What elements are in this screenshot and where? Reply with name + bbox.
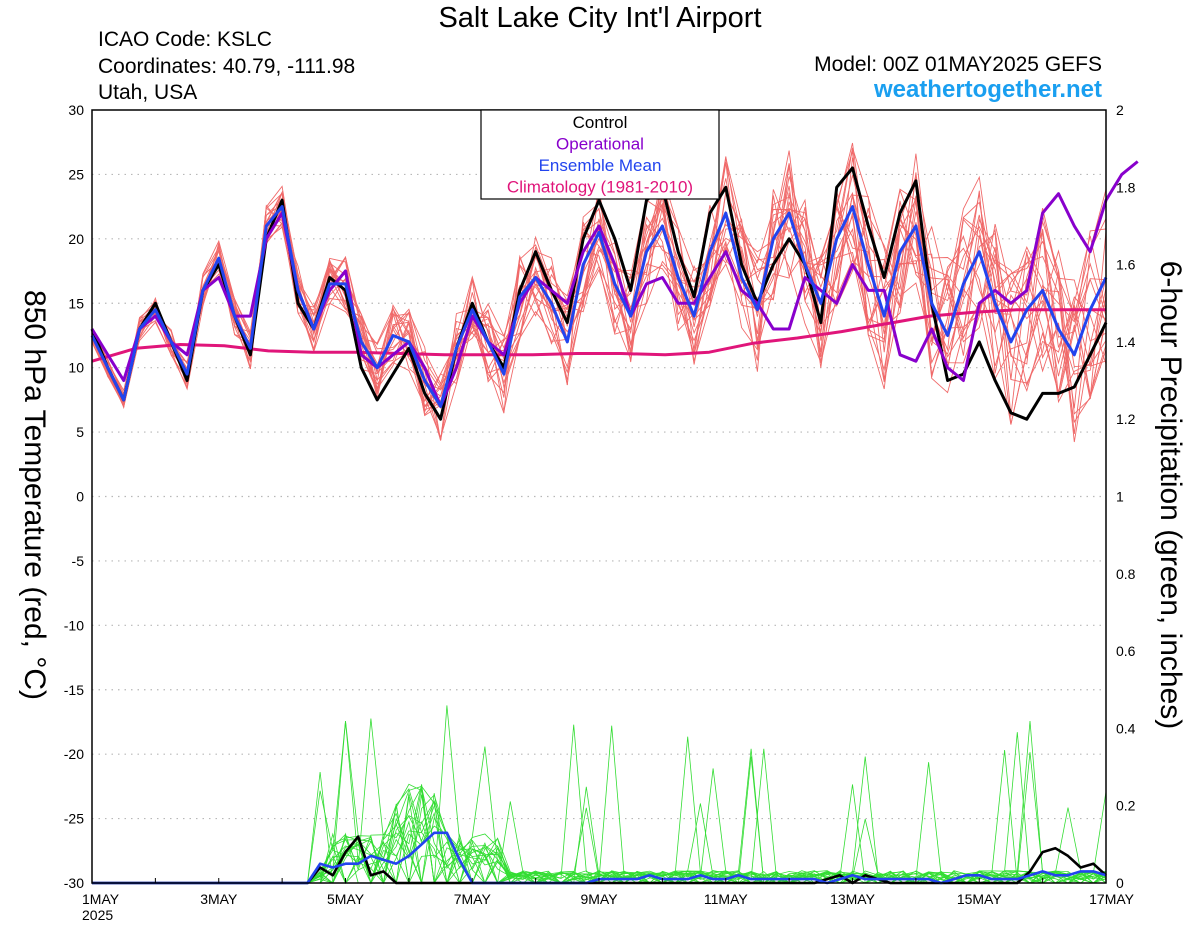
precipitation-member-line [92,786,1107,885]
y-tick-label: 25 [68,166,84,182]
precipitation-member-line [92,793,1107,884]
precipitation-member-line [92,748,1107,884]
x-tick-label: 7MAY [454,891,492,907]
precipitation-member-line [92,720,1107,885]
y2-tick-label: 0 [1116,875,1124,891]
precipitation-member-line [92,762,1107,885]
axes: 302520151050-5-10-15-20-25-3021.81.61.41… [64,102,1136,923]
x-tick-label: 1MAY [82,891,120,907]
legend-box [480,109,720,200]
precipitation-member-line [92,796,1107,885]
y2-tick-label: 1.4 [1116,334,1136,350]
y-tick-label: 10 [68,360,84,376]
y-tick-label: -10 [64,617,84,633]
y2-tick-label: 2 [1116,102,1124,118]
x-tick-label: 15MAY [957,891,1003,907]
legend-item: Control [573,113,628,132]
precipitation-member-line [92,724,1107,884]
y-tick-label: -15 [64,682,84,698]
temperature-member-line [91,188,1107,417]
x-tick-year: 2025 [82,907,113,923]
precipitation-member-line [92,756,1107,884]
y2-tick-label: 0.4 [1116,720,1136,736]
mean-temperature-line [90,205,1108,408]
y-tick-label: 5 [76,424,84,440]
chart-title: Salt Lake City Int'l Airport [438,2,762,34]
grid [92,173,1106,820]
precipitation-member-line [92,788,1107,885]
y-tick-label: 30 [68,102,84,118]
precipitation-member-line [92,725,1107,884]
precipitation-member-line [92,756,1107,884]
x-tick-label: 9MAY [580,891,618,907]
x-tick-label: 11MAY [704,891,748,907]
precipitation-member-line [92,746,1107,885]
y-tick-label: -30 [64,875,84,891]
region: Utah, USA [98,81,198,104]
x-tick-label: 13MAY [830,891,876,907]
ensemble-members-precipitation [92,705,1107,885]
y2-tick-label: 0.6 [1116,643,1136,659]
precipitation-member-line [92,736,1107,884]
y2-tick-label: 1.8 [1116,179,1136,195]
legend-item: Operational [556,135,644,154]
legend-item: Climatology (1981-2010) [507,178,693,197]
operational-temperature-line [90,160,1139,408]
y-tick-label: 15 [68,295,84,311]
y-tick-label: 0 [76,489,84,505]
precipitation-member-line [92,748,1107,885]
y-tick-label: 20 [68,231,84,247]
legend-item: Ensemble Mean [539,156,662,175]
site-link[interactable]: weathertogether.net [873,76,1102,103]
y2-tick-label: 0.2 [1116,798,1136,814]
precipitation-member-line [92,721,1107,884]
x-tick-label: 3MAY [200,891,238,907]
y2-tick-label: 1.2 [1116,411,1136,427]
x-tick-label: 5MAY [327,891,365,907]
precipitation-member-line [92,720,1107,885]
coordinates: Coordinates: 40.79, -111.98 [98,55,356,78]
precipitation-member-line [92,771,1107,884]
icao-code: ICAO Code: KSLC [98,28,272,51]
x-tick-label: 17MAY [1089,891,1135,907]
model-run: Model: 00Z 01MAY2025 GEFS [814,53,1102,76]
precipitation-member-line [92,705,1107,884]
y2-tick-label: 1.6 [1116,257,1136,273]
y2-tick-label: 1 [1116,489,1124,505]
precipitation-member-line [92,718,1107,884]
y-tick-label: -25 [64,811,84,827]
y-tick-label: -5 [72,553,85,569]
y-tick-label: -20 [64,746,84,762]
legend: Control Operational Ensemble Mean Climatolo… [480,109,720,200]
series-lines [90,160,1139,885]
y2-tick-label: 0.8 [1116,566,1136,582]
